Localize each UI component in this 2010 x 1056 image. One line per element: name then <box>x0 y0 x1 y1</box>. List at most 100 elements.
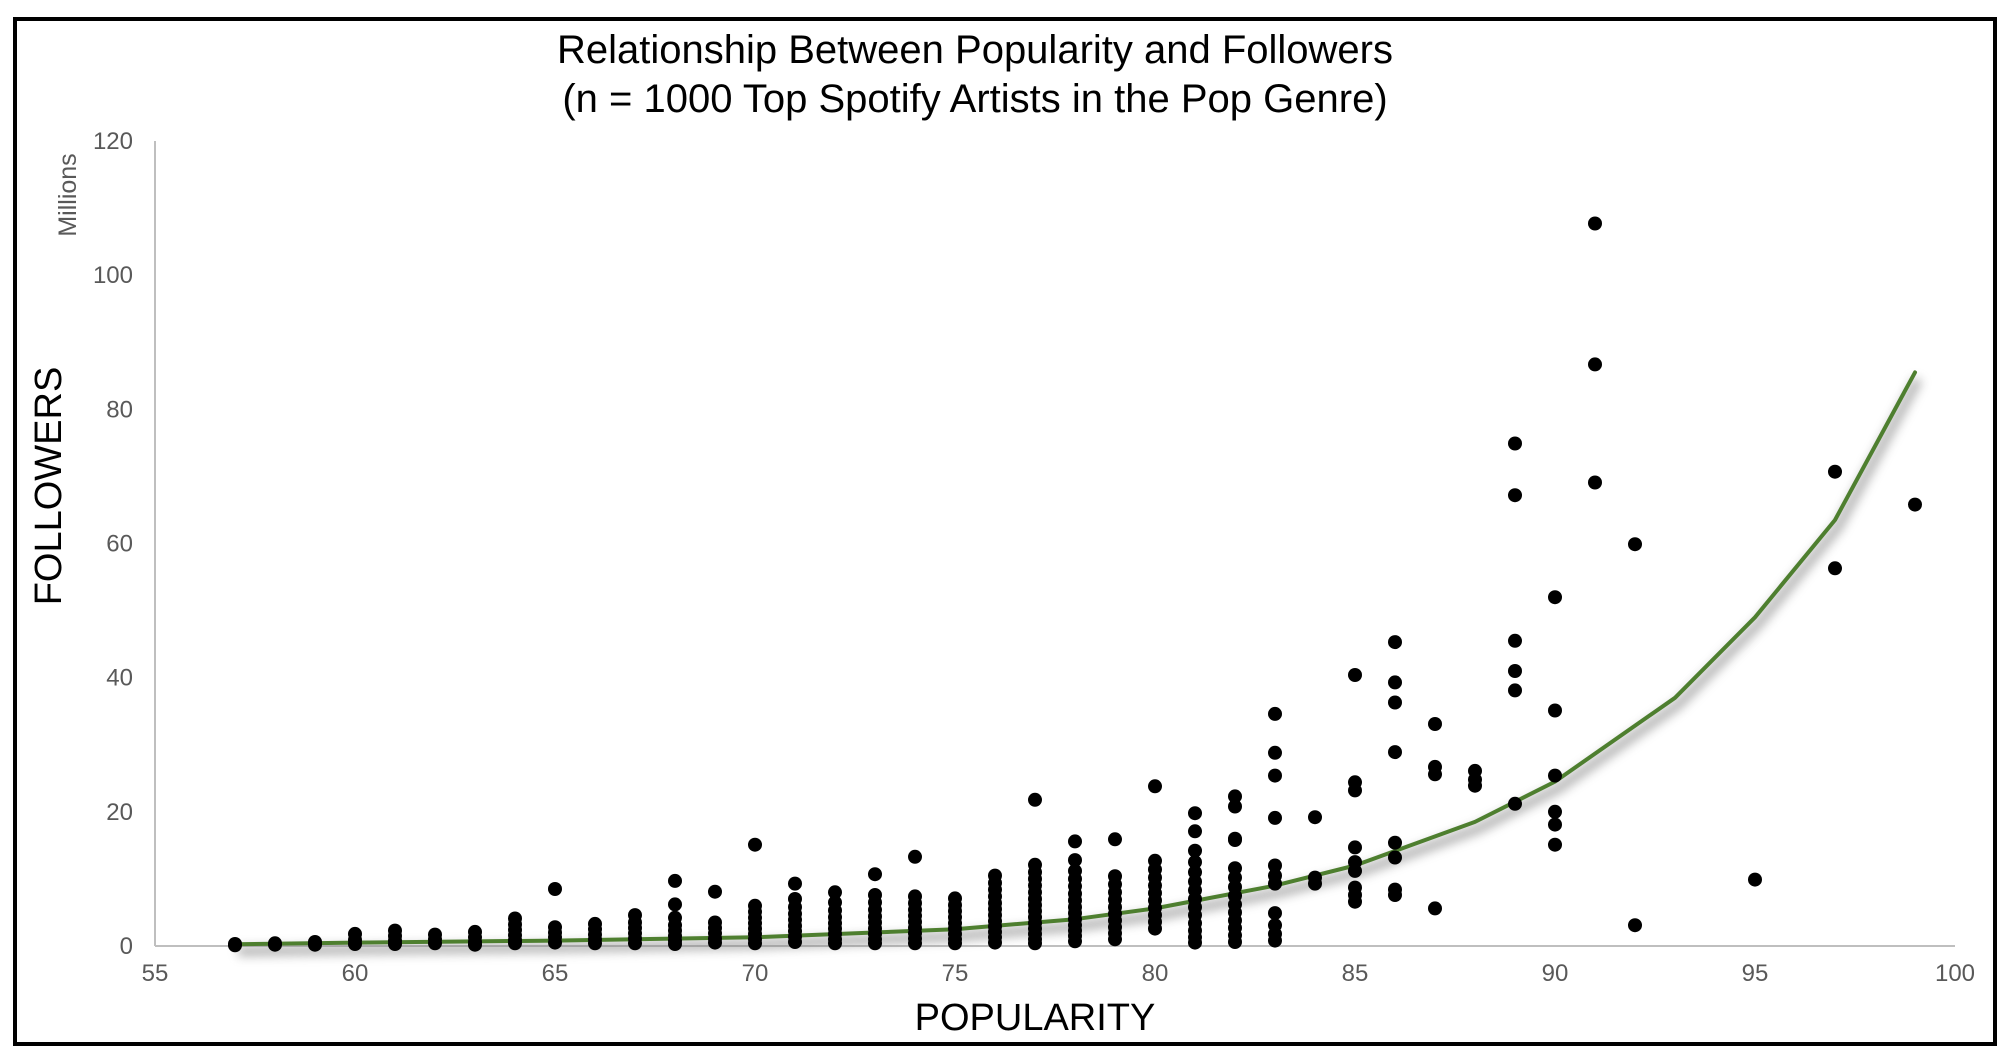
data-point <box>1828 464 1842 479</box>
data-point <box>988 935 1002 950</box>
data-point <box>1268 810 1282 825</box>
x-tick-label: 95 <box>1742 960 1769 987</box>
data-point <box>788 876 802 891</box>
data-point <box>1068 853 1082 868</box>
data-point <box>1268 706 1282 721</box>
y-tick-labels: 0 20 40 60 80 100 120 <box>93 128 133 960</box>
data-point <box>388 937 402 951</box>
data-point <box>228 938 242 953</box>
data-point <box>468 937 482 952</box>
x-axis-title: POPULARITY <box>915 997 1156 1039</box>
data-point <box>548 935 562 950</box>
data-point <box>1388 635 1402 650</box>
data-point <box>1148 779 1162 794</box>
data-point <box>1548 804 1562 819</box>
y-tick-label: 0 <box>120 933 133 960</box>
x-tick-label: 60 <box>342 960 369 987</box>
x-tick-label: 80 <box>1142 960 1169 987</box>
data-point <box>1548 837 1562 852</box>
y-tick-label: 20 <box>106 799 133 826</box>
data-point <box>1748 872 1762 887</box>
x-tick-label: 65 <box>542 960 569 987</box>
data-point <box>1028 936 1042 951</box>
data-point <box>1428 717 1442 731</box>
data-point <box>1108 932 1122 947</box>
data-point <box>1348 668 1362 682</box>
data-point <box>668 937 682 951</box>
data-point <box>1268 768 1282 783</box>
data-point <box>588 936 602 951</box>
data-point <box>1628 918 1642 933</box>
data-point <box>428 936 442 951</box>
data-point <box>1508 436 1522 451</box>
data-point <box>1188 935 1202 950</box>
data-point <box>1588 357 1602 372</box>
y-tick-label: 60 <box>106 531 133 558</box>
data-point <box>1468 778 1482 793</box>
data-point <box>668 873 682 888</box>
data-point <box>1268 906 1282 921</box>
data-point <box>308 937 322 952</box>
figure-border <box>13 17 1997 1046</box>
x-tick-label: 75 <box>942 960 969 987</box>
y-tick-label: 120 <box>93 128 133 155</box>
data-point <box>708 935 722 950</box>
y-tick-label: 40 <box>106 665 133 692</box>
y-unit-label: Millions <box>54 153 82 236</box>
data-point <box>1428 901 1442 916</box>
data-point <box>1228 799 1242 814</box>
data-point <box>828 936 842 951</box>
data-point <box>1548 768 1562 783</box>
data-point <box>1388 850 1402 865</box>
data-point <box>1228 833 1242 847</box>
data-point <box>548 882 562 896</box>
data-point <box>1228 935 1242 949</box>
data-point <box>1548 590 1562 605</box>
data-point <box>748 936 762 951</box>
data-point <box>1908 497 1922 512</box>
data-point <box>1548 703 1562 718</box>
data-point <box>1068 934 1082 949</box>
data-point <box>868 936 882 951</box>
data-point <box>1268 858 1282 873</box>
data-point <box>1268 876 1282 891</box>
data-point <box>1828 561 1842 576</box>
data-point <box>1348 863 1362 878</box>
chart-subtitle: (n = 1000 Top Spotify Artists in the Pop… <box>562 77 1387 121</box>
data-point <box>1388 675 1402 690</box>
data-point <box>628 936 642 951</box>
y-tick-label: 100 <box>93 262 133 289</box>
x-tick-label: 70 <box>742 960 769 987</box>
x-tick-labels: 55 60 65 70 75 80 85 90 95 100 <box>142 960 1975 987</box>
data-point <box>908 849 922 864</box>
data-point <box>788 935 802 949</box>
data-point <box>1588 216 1602 231</box>
data-point <box>1308 876 1322 891</box>
data-point <box>908 936 922 951</box>
data-point <box>668 897 682 912</box>
data-point <box>828 885 842 900</box>
x-tick-label: 85 <box>1342 960 1369 987</box>
data-point <box>1508 488 1522 503</box>
x-tick-label: 90 <box>1542 960 1569 987</box>
data-points <box>228 216 1922 953</box>
data-point <box>1388 888 1402 902</box>
trendline-shadow <box>237 377 1923 957</box>
data-point <box>1068 834 1082 849</box>
data-point <box>1428 767 1442 782</box>
data-point <box>1188 824 1202 839</box>
data-point <box>1268 745 1282 760</box>
data-point <box>508 936 522 951</box>
x-tick-label: 55 <box>142 960 169 987</box>
data-point <box>1348 783 1362 798</box>
data-point <box>1388 835 1402 850</box>
y-tick-label: 80 <box>106 396 133 423</box>
data-point <box>1188 855 1202 870</box>
data-point <box>1508 683 1522 698</box>
data-point <box>1308 810 1322 825</box>
data-point <box>1148 921 1162 936</box>
data-point <box>948 936 962 951</box>
data-point <box>1508 664 1522 678</box>
